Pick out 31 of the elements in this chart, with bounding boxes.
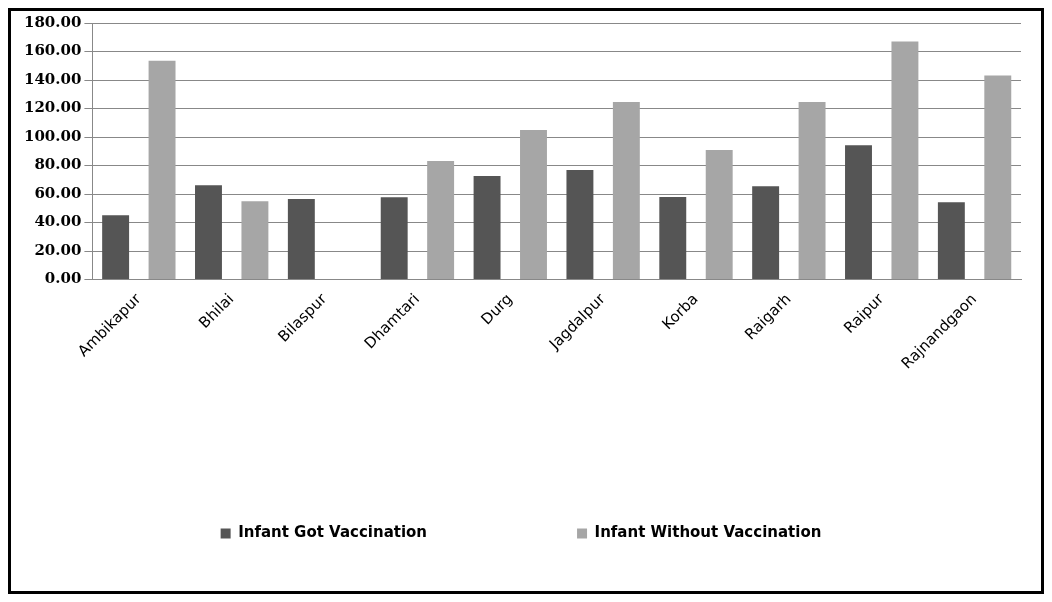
- y-tick-label: 180.00: [23, 12, 82, 31]
- bar: [891, 41, 919, 280]
- legend-label: Infant Without Vaccination: [594, 523, 822, 542]
- y-tick-label: 60.00: [34, 183, 82, 202]
- y-tick-label: 140.00: [23, 69, 82, 88]
- bar: [984, 75, 1012, 280]
- y-tick-label: 160.00: [23, 41, 82, 60]
- bar: [520, 130, 547, 280]
- bar: [705, 150, 733, 280]
- bar: [195, 185, 222, 280]
- bar: [798, 101, 826, 280]
- bar: [380, 197, 408, 280]
- bar: [937, 202, 965, 280]
- y-tick-label: 20.00: [34, 240, 82, 259]
- bar: [473, 175, 501, 280]
- legend-label: Infant Got Vaccination: [238, 523, 428, 542]
- bar: [287, 199, 315, 280]
- bar: [566, 170, 594, 280]
- bar: [427, 161, 455, 280]
- y-tick-label: 40.00: [34, 212, 82, 231]
- bar: [612, 101, 640, 280]
- bar: [241, 201, 269, 280]
- bar: [752, 186, 780, 280]
- y-tick-label: 100.00: [23, 126, 82, 145]
- bar: [102, 215, 130, 280]
- y-tick-label: 80.00: [34, 155, 82, 174]
- bar: [659, 197, 687, 280]
- y-tick-label: 120.00: [23, 98, 82, 117]
- y-tick-label: 0.00: [44, 269, 82, 288]
- bar: [845, 145, 872, 280]
- bar: [148, 60, 176, 280]
